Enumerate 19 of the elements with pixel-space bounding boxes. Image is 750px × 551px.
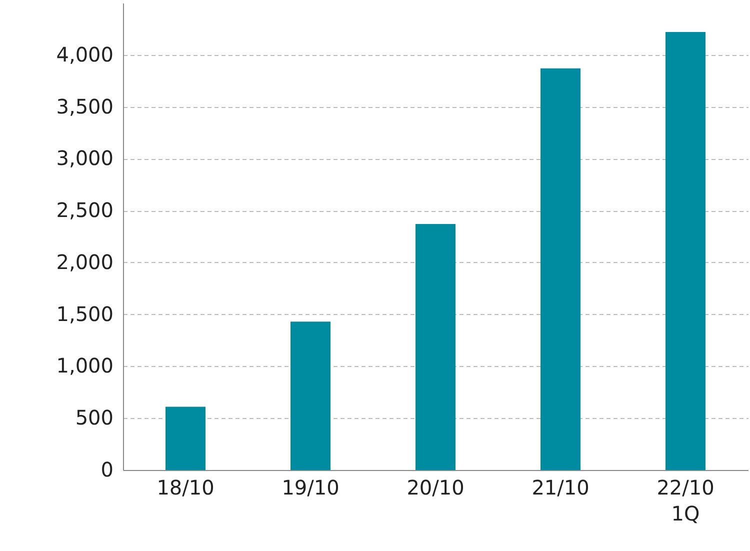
x-tick-label: 20/10 xyxy=(406,476,464,500)
bar xyxy=(416,224,456,470)
y-tick-label: 3,000 xyxy=(56,146,114,170)
y-tick-label: 1,000 xyxy=(56,354,114,378)
y-tick-label: 2,500 xyxy=(56,198,114,222)
x-tick-label: 21/10 xyxy=(532,476,590,500)
bar xyxy=(666,32,706,470)
x-tick-label: 22/10 1Q xyxy=(656,476,714,526)
bar xyxy=(290,322,330,470)
x-tick-label: 19/10 xyxy=(282,476,340,500)
x-tick-label: 18/10 xyxy=(156,476,214,500)
y-tick-label: 4,000 xyxy=(56,42,114,66)
y-tick-label: 2,000 xyxy=(56,250,114,274)
y-tick-label: 3,500 xyxy=(56,94,114,118)
bar xyxy=(540,68,580,470)
bar xyxy=(166,406,206,470)
y-tick-label: 500 xyxy=(75,406,114,430)
y-tick-label: 0 xyxy=(100,458,114,482)
y-tick-label: 1,500 xyxy=(56,302,114,326)
